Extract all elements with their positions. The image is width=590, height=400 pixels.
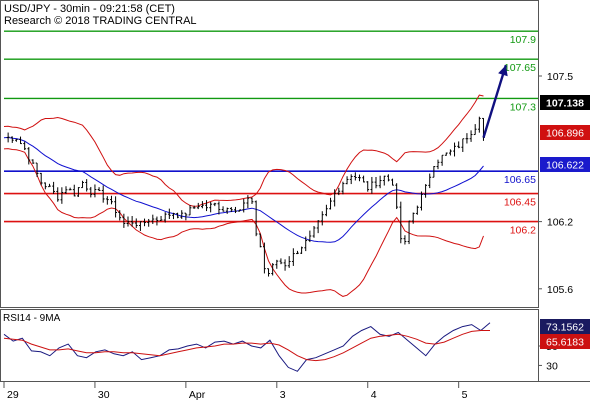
rsi-value-label: 73.1562 bbox=[546, 322, 584, 334]
date-tick-label: 5 bbox=[462, 389, 468, 400]
price-panel-frame bbox=[0, 0, 539, 308]
price-tick-label: 105.6 bbox=[547, 284, 573, 296]
date-axis: 29 30 Apr 3 4 5 bbox=[3, 381, 468, 400]
rsi-lines bbox=[3, 322, 491, 372]
date-tick-label: 3 bbox=[280, 389, 286, 400]
levels-layer: 107.9 107.65 107.3 106.65 106.45 106.2 bbox=[4, 30, 538, 237]
rsi-ma-line bbox=[3, 330, 490, 362]
last-price-label: 107.138 bbox=[546, 98, 584, 110]
level-label: 107.9 bbox=[510, 34, 536, 46]
upper-band-box bbox=[540, 125, 590, 140]
bollinger-upper-line bbox=[3, 94, 484, 207]
level-label: 106.45 bbox=[504, 197, 536, 209]
candles bbox=[6, 116, 485, 277]
rsi-title: RSI14 - 9MA bbox=[3, 313, 61, 324]
level-label: 106.2 bbox=[510, 225, 536, 237]
rsi-ma-label: 65.6183 bbox=[546, 337, 584, 349]
last-price-box bbox=[540, 95, 590, 110]
bollinger-lower-line bbox=[3, 148, 484, 297]
level-label: 107.65 bbox=[504, 62, 536, 74]
forecast-arrow-head bbox=[498, 65, 508, 77]
level-label: 107.3 bbox=[510, 101, 536, 113]
level-label: 106.65 bbox=[504, 174, 536, 186]
date-tick-label: 29 bbox=[7, 389, 19, 400]
date-tick-label: 4 bbox=[371, 389, 377, 400]
price-tick-label: 106.2 bbox=[547, 217, 573, 229]
forecast-arrow bbox=[482, 64, 508, 138]
forecast-arrow-shaft bbox=[482, 64, 508, 138]
price-axis: 107.5 106.2 105.6 bbox=[538, 71, 573, 296]
moving-average-line bbox=[3, 136, 484, 243]
chart-title: USD/JPY - 30min - 09:21:58 (CET) bbox=[4, 3, 175, 15]
rsi-value-box bbox=[540, 319, 590, 334]
rsi-ma-box bbox=[540, 334, 590, 349]
ma-value-label: 106.622 bbox=[546, 160, 584, 172]
date-tick-label: Apr bbox=[189, 389, 206, 400]
upper-band-label: 106.896 bbox=[546, 128, 584, 140]
bollinger-bands bbox=[3, 94, 484, 297]
chart-subtitle: Research © 2018 TRADING CENTRAL bbox=[4, 15, 197, 27]
date-tick-label: 30 bbox=[98, 389, 110, 400]
price-tick-label: 107.5 bbox=[547, 71, 573, 83]
ma-value-box bbox=[540, 157, 590, 172]
rsi-tick-label: 30 bbox=[546, 360, 558, 372]
rsi-panel-frame bbox=[0, 309, 539, 382]
rsi-line bbox=[3, 322, 491, 372]
